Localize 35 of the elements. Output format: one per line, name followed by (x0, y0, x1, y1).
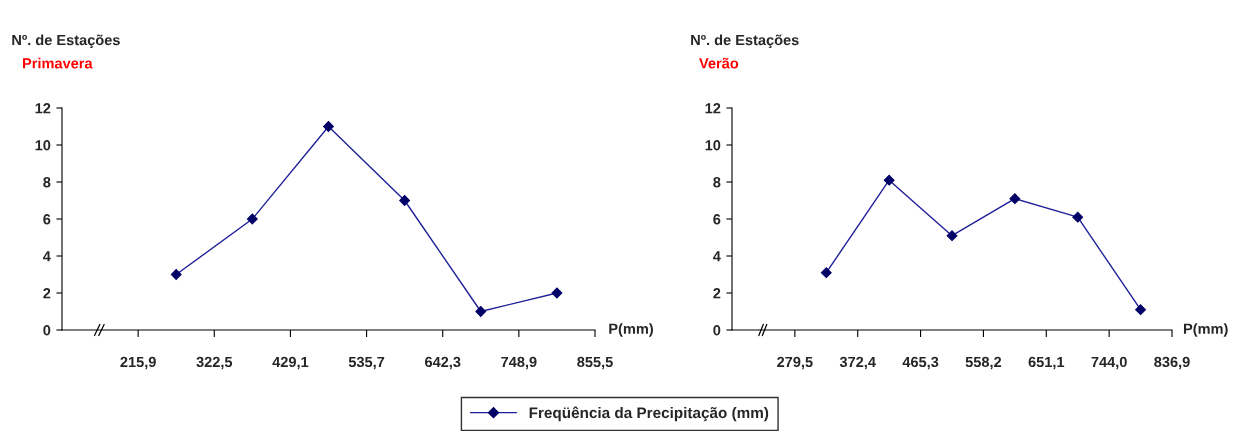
x-tick-label: 558,2 (965, 356, 1002, 370)
y-axis-title: Nº. de Estações (12, 34, 120, 49)
x-tick-label: 215,9 (120, 356, 156, 370)
y-tick-label: 8 (713, 177, 721, 188)
y-tick-label: 12 (35, 103, 51, 114)
y-tick-label: 6 (713, 214, 721, 225)
x-tick-label: 748,9 (501, 356, 537, 370)
x-tick-label: 744,0 (1091, 356, 1127, 370)
y-tick-label: 2 (43, 288, 51, 299)
x-tick-label: 465,3 (902, 356, 939, 370)
y-tick-label: 8 (43, 177, 51, 188)
chart-title: Verão (699, 57, 739, 69)
y-tick-label: 2 (713, 288, 721, 299)
x-tick-label: 836,9 (1154, 356, 1190, 370)
x-tick-label: 642,3 (425, 356, 461, 370)
chart-title: Primavera (23, 57, 93, 69)
y-tick-label: 4 (43, 251, 51, 262)
y-tick-label: 0 (43, 325, 51, 336)
x-tick-label: 855,5 (577, 356, 613, 370)
y-tick-label: 0 (713, 325, 721, 336)
x-axis-title: P(mm) (1183, 323, 1228, 337)
y-tick-label: 10 (705, 140, 721, 151)
x-axis-title: P(mm) (609, 323, 653, 337)
y-tick-label: 12 (705, 103, 721, 114)
y-tick-label: 6 (43, 214, 51, 225)
x-tick-label: 322,5 (196, 356, 233, 370)
legend-label: Freqüência da Precipitação (mm) (529, 406, 769, 422)
x-tick-label: 429,1 (272, 356, 309, 370)
y-axis-title: Nº. de Estações (691, 34, 799, 49)
x-tick-label: 535,7 (348, 356, 385, 370)
y-tick-label: 4 (713, 251, 721, 262)
y-tick-label: 10 (35, 140, 51, 151)
x-tick-label: 279,5 (777, 356, 813, 370)
x-tick-label: 372,4 (839, 356, 876, 370)
x-tick-label: 651,1 (1028, 356, 1065, 370)
